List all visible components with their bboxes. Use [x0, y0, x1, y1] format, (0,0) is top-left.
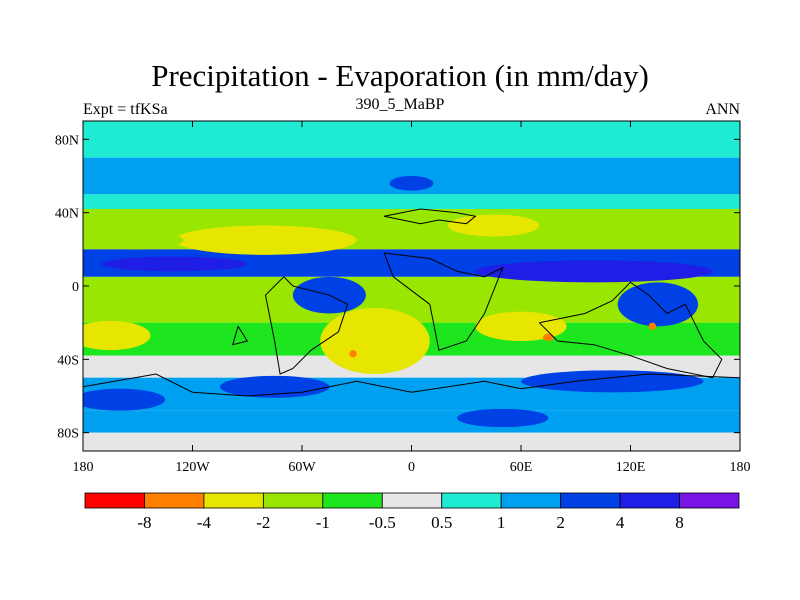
- map-field: [83, 121, 740, 451]
- field-anomaly-16: [542, 333, 554, 342]
- x-tick-label: 120W: [175, 460, 210, 475]
- field-anomaly-1: [174, 225, 357, 255]
- colorbar-label: 8: [675, 513, 684, 532]
- colorbar-label: -0.5: [369, 513, 396, 532]
- y-tick-label: 40N: [55, 207, 79, 222]
- field-anomaly-0: [83, 320, 151, 351]
- x-tick-label: 180: [730, 460, 751, 475]
- field-anomaly-15: [349, 350, 357, 358]
- lat-band-2: [83, 194, 740, 209]
- colorbar-swatch-1: [144, 492, 205, 509]
- field-anomaly-7: [389, 176, 434, 191]
- colorbar-swatch-3: [262, 492, 324, 509]
- coastline-layer: [83, 208, 740, 397]
- colorbar-swatch-6: [441, 492, 502, 509]
- chart-title: Precipitation - Evaporation (in mm/day): [151, 58, 649, 93]
- colorbar-label: 1: [497, 513, 506, 532]
- colorbar-swatch-9: [619, 492, 680, 509]
- colorbar-label: -1: [316, 513, 330, 532]
- colorbar-label: 0.5: [431, 513, 452, 532]
- lat-band-10: [83, 432, 740, 451]
- coastline-3: [538, 281, 723, 379]
- colorbar-swatch-4: [322, 492, 383, 509]
- colorbar-swatch-8: [560, 492, 621, 509]
- x-tick-label: 0: [408, 460, 415, 475]
- colorbar-label: -4: [197, 513, 212, 532]
- colorbar-label: -2: [256, 513, 270, 532]
- colorbar-swatch-0: [84, 492, 145, 509]
- colorbar-swatch-5: [381, 492, 443, 509]
- colorbar-label: 2: [556, 513, 565, 532]
- season-label: ANN: [705, 101, 740, 118]
- field-anomaly-14: [457, 408, 549, 428]
- coastline-5: [83, 373, 740, 397]
- field-anomaly-4: [475, 260, 713, 283]
- subtitle-label: 390_5_MaBP: [355, 96, 445, 113]
- field-anomaly-13: [521, 370, 704, 393]
- field-anomaly-11: [83, 388, 166, 411]
- field-anomaly-9: [320, 308, 430, 374]
- colorbar-swatch-10: [679, 492, 740, 509]
- coastline-4: [231, 326, 249, 346]
- lat-band-0: [83, 121, 740, 158]
- axis-layer: 180 120W 60W 0 60E 120E 180 80N 40N 0 40S 80S: [55, 121, 751, 475]
- colorbar-label: -8: [137, 513, 151, 532]
- y-tick-label: 80S: [57, 427, 79, 442]
- field-anomaly-10: [475, 311, 567, 342]
- field-anomaly-5: [101, 256, 248, 272]
- x-tick-label: 60W: [288, 460, 316, 475]
- field-anomaly-3: [448, 214, 540, 237]
- field-anomaly-2: [92, 231, 184, 250]
- y-tick-label: 80N: [55, 133, 79, 148]
- colorbar: -8 -4 -2 -1 -0.5 0.5 1 2 4 8: [84, 492, 740, 532]
- x-tick-label: 180: [73, 460, 94, 475]
- field-anomaly-17: [648, 322, 657, 331]
- colorbar-swatch-2: [203, 492, 264, 509]
- colorbar-label: 4: [616, 513, 625, 532]
- x-tick-label: 60E: [510, 460, 533, 475]
- y-tick-label: 0: [72, 280, 79, 295]
- lat-band-9: [83, 410, 740, 433]
- colorbar-swatch-7: [500, 492, 562, 509]
- coastline-2: [383, 252, 504, 351]
- y-tick-label: 40S: [57, 353, 79, 368]
- x-tick-label: 120E: [616, 460, 646, 475]
- coastline-1: [264, 276, 349, 375]
- coastline-0: [384, 208, 477, 225]
- experiment-label: Expt = tfKSa: [83, 101, 168, 118]
